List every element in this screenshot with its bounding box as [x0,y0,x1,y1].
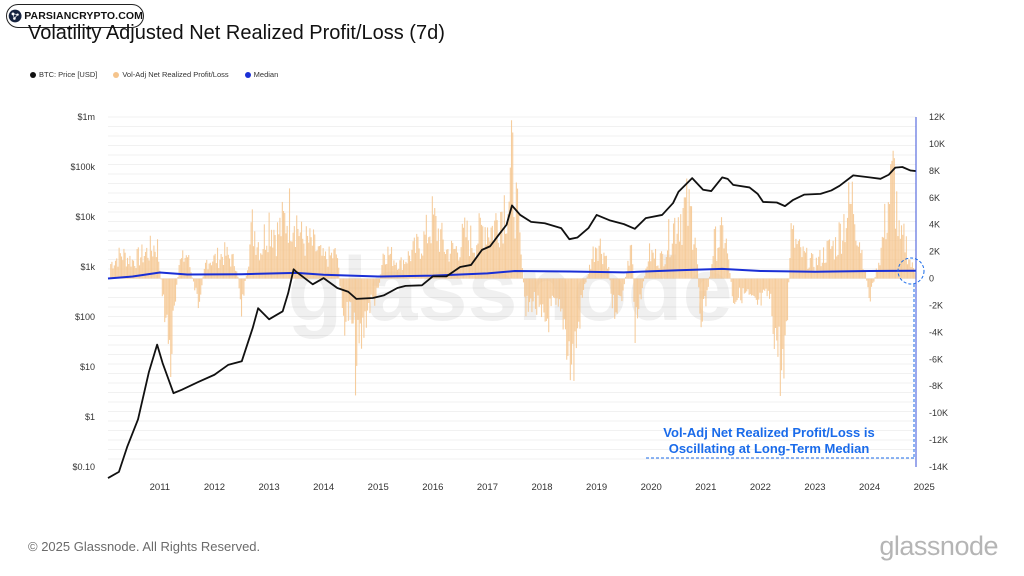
right-axis-tick-5: 2K [929,247,940,257]
legend-dot-median [244,71,251,78]
parsiancrypto-logo-icon [8,9,22,23]
left-axis-tick-5: $10 [80,362,95,372]
chart-title: Volatility Adjusted Net Realized Profit/… [28,22,445,44]
left-axis-tick-7: $0.10 [72,462,95,472]
left-axis-tick-1: $100k [70,162,95,172]
x-axis-tick-5: 2016 [422,482,443,493]
annotation-line-2: Oscillating at Long-Term Median [669,441,870,456]
legend-dot-netpl [113,71,120,78]
x-axis-tick-6: 2017 [477,482,498,493]
right-axis-tick-1: 10K [929,139,945,149]
x-axis-tick-12: 2023 [804,482,825,493]
x-axis-tick-1: 2012 [204,482,225,493]
right-axis-tick-6: 0 [929,274,934,284]
chart-legend: BTC: Price [USD] Vol-Adj Net Realized Pr… [30,70,278,79]
x-axis-tick-8: 2019 [586,482,607,493]
right-axis-tick-10: -8K [929,381,943,391]
x-axis-tick-4: 2015 [368,482,389,493]
badge-text: PARSIANCRYPTO.COM [24,10,143,22]
legend-item-netpl[interactable]: Vol-Adj Net Realized Profit/Loss [113,70,229,79]
right-axis-tick-0: 12K [929,112,945,122]
left-axis-tick-3: $1k [80,262,95,272]
x-axis-tick-0: 2011 [150,482,170,493]
median-line [107,267,917,280]
legend-dot-price [30,71,36,78]
right-axis-tick-12: -12K [929,435,948,445]
right-axis-tick-13: -14K [929,462,948,472]
right-axis-tick-7: -2K [929,300,943,310]
x-axis-tick-3: 2014 [313,482,334,493]
parsiancrypto-badge[interactable]: PARSIANCRYPTO.COM [6,4,144,28]
right-axis-tick-9: -6K [929,354,943,364]
left-axis-tick-0: $1m [77,112,95,122]
x-axis-tick-2: 2013 [258,482,279,493]
copyright-text: © 2025 Glassnode. All Rights Reserved. [28,539,261,554]
legend-item-price[interactable]: BTC: Price [USD] [30,70,97,79]
annotation-line-1: Vol-Adj Net Realized Profit/Loss is [663,425,874,440]
legend-label-price: BTC: Price [USD] [39,70,98,79]
left-axis-tick-2: $10k [75,212,95,222]
x-axis-tick-11: 2022 [750,482,771,493]
btc-price-line [107,166,917,479]
glassnode-brand: glassnode [879,531,998,561]
right-axis-tick-4: 4K [929,220,940,230]
right-axis-tick-8: -4K [929,327,943,337]
legend-item-median[interactable]: Median [244,70,279,79]
left-axis-tick-4: $100 [75,312,95,322]
legend-label-netpl: Vol-Adj Net Realized Profit/Loss [122,70,229,79]
right-axis-tick-11: -10K [929,408,948,418]
x-axis-tick-14: 2025 [914,482,935,493]
x-axis-tick-10: 2021 [695,482,716,493]
x-axis-tick-13: 2024 [859,482,880,493]
legend-label-median: Median [253,70,279,79]
right-axis-tick-2: 8K [929,166,940,176]
right-axis-tick-3: 6K [929,193,940,203]
x-axis-tick-9: 2020 [641,482,662,493]
highlight-circle [897,257,925,285]
left-axis-tick-6: $1 [85,412,95,422]
x-axis-tick-7: 2018 [531,482,552,493]
